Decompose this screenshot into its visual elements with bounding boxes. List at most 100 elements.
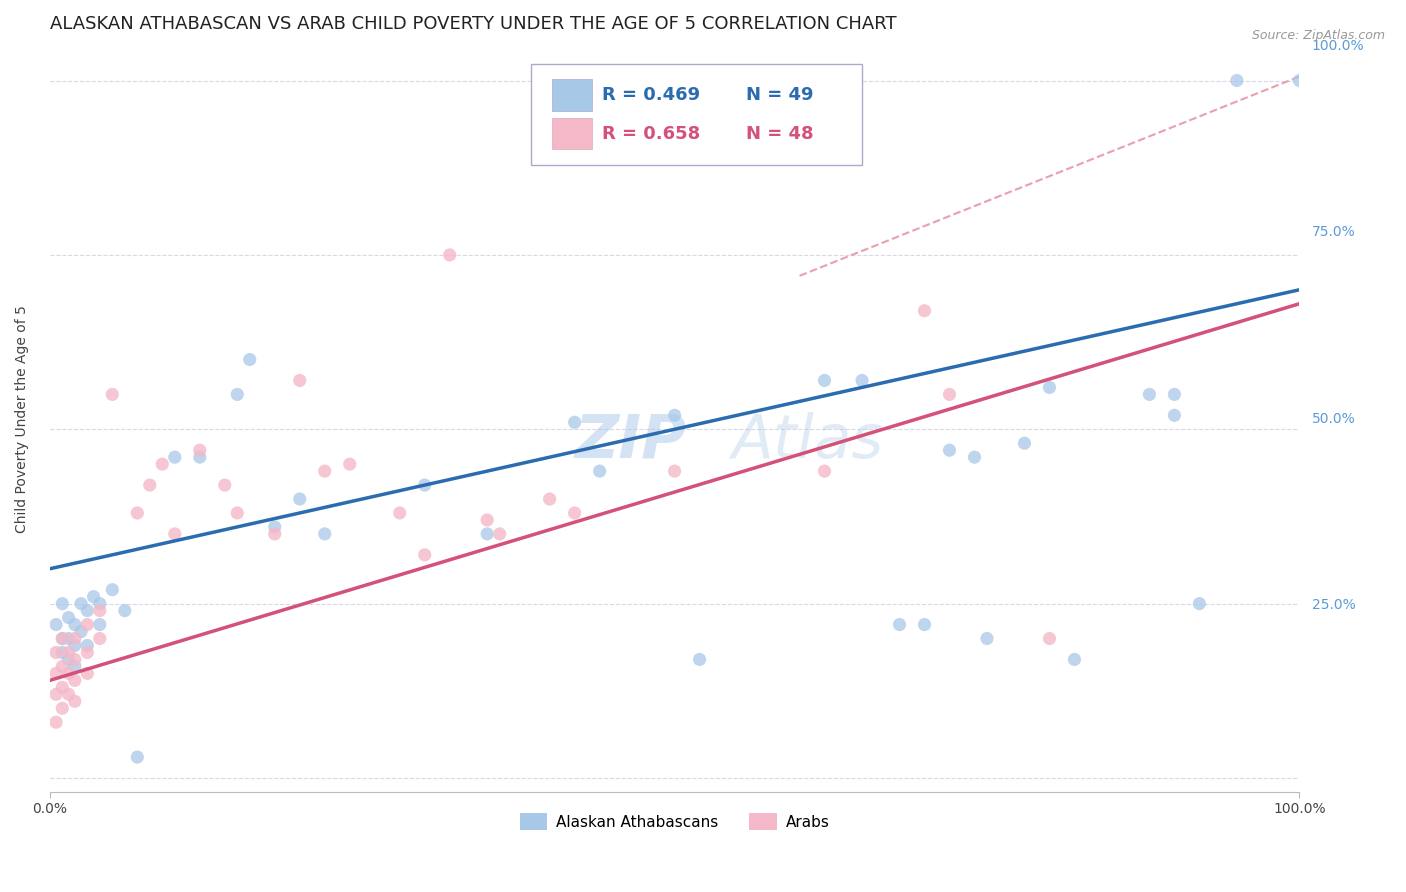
Y-axis label: Child Poverty Under the Age of 5: Child Poverty Under the Age of 5 bbox=[15, 305, 30, 533]
Point bbox=[76, 639, 98, 653]
Text: ALASKAN ATHABASCAN VS ARAB CHILD POVERTY UNDER THE AGE OF 5 CORRELATION CHART: ALASKAN ATHABASCAN VS ARAB CHILD POVERTY… bbox=[49, 15, 897, 33]
Text: 50.0%: 50.0% bbox=[1312, 412, 1355, 425]
Point bbox=[63, 673, 86, 688]
Point bbox=[83, 590, 105, 604]
Point bbox=[58, 687, 80, 701]
Point bbox=[89, 597, 111, 611]
Point bbox=[664, 409, 686, 423]
Point bbox=[475, 513, 498, 527]
Point bbox=[239, 352, 262, 367]
Text: ZIP: ZIP bbox=[575, 412, 686, 471]
Point bbox=[214, 478, 236, 492]
Point bbox=[1139, 387, 1161, 401]
Point bbox=[1163, 387, 1185, 401]
Text: Atlas: Atlas bbox=[731, 412, 883, 471]
Point bbox=[938, 387, 960, 401]
Point bbox=[488, 527, 510, 541]
Point bbox=[163, 527, 186, 541]
Point bbox=[1188, 597, 1211, 611]
Text: N = 49: N = 49 bbox=[745, 86, 813, 104]
Point bbox=[889, 617, 911, 632]
Point bbox=[813, 374, 835, 388]
Point bbox=[127, 506, 149, 520]
Point bbox=[45, 666, 67, 681]
Point bbox=[70, 597, 93, 611]
Point bbox=[51, 645, 73, 659]
Point bbox=[51, 632, 73, 646]
Point bbox=[1014, 436, 1036, 450]
Point bbox=[1226, 73, 1249, 87]
Point bbox=[76, 666, 98, 681]
Point bbox=[976, 632, 998, 646]
Point bbox=[58, 632, 80, 646]
Point bbox=[58, 666, 80, 681]
Text: 100.0%: 100.0% bbox=[1312, 38, 1364, 53]
Point bbox=[963, 450, 986, 465]
Point bbox=[538, 491, 561, 506]
Legend: Alaskan Athabascans, Arabs: Alaskan Athabascans, Arabs bbox=[513, 806, 835, 837]
FancyBboxPatch shape bbox=[553, 118, 592, 149]
Point bbox=[45, 687, 67, 701]
Point bbox=[127, 750, 149, 764]
Point bbox=[51, 681, 73, 695]
Point bbox=[1038, 632, 1060, 646]
Point bbox=[63, 632, 86, 646]
Point bbox=[188, 450, 211, 465]
Point bbox=[70, 624, 93, 639]
Point bbox=[588, 464, 610, 478]
Text: 75.0%: 75.0% bbox=[1312, 226, 1355, 239]
Point bbox=[475, 527, 498, 541]
Point bbox=[851, 374, 873, 388]
Point bbox=[914, 617, 936, 632]
Point bbox=[1163, 409, 1185, 423]
Point bbox=[45, 645, 67, 659]
Point bbox=[45, 617, 67, 632]
Point bbox=[76, 604, 98, 618]
Point bbox=[664, 464, 686, 478]
Point bbox=[1063, 652, 1085, 666]
Point bbox=[263, 527, 285, 541]
Point bbox=[263, 520, 285, 534]
Point bbox=[226, 387, 249, 401]
Point bbox=[564, 415, 586, 429]
Point bbox=[188, 443, 211, 458]
Text: R = 0.469: R = 0.469 bbox=[602, 86, 700, 104]
Point bbox=[63, 617, 86, 632]
Point bbox=[1288, 73, 1310, 87]
Point bbox=[89, 617, 111, 632]
Point bbox=[288, 374, 311, 388]
Point bbox=[63, 694, 86, 708]
Point bbox=[51, 701, 73, 715]
Point bbox=[314, 464, 336, 478]
Text: R = 0.658: R = 0.658 bbox=[602, 125, 700, 143]
Point bbox=[76, 645, 98, 659]
Point bbox=[58, 610, 80, 624]
Point bbox=[938, 443, 960, 458]
Text: N = 48: N = 48 bbox=[745, 125, 814, 143]
Point bbox=[63, 652, 86, 666]
Point bbox=[339, 457, 361, 471]
Point bbox=[813, 464, 835, 478]
Point bbox=[288, 491, 311, 506]
Point bbox=[63, 659, 86, 673]
Point bbox=[101, 387, 124, 401]
FancyBboxPatch shape bbox=[553, 79, 592, 111]
Point bbox=[101, 582, 124, 597]
Point bbox=[914, 303, 936, 318]
Point bbox=[163, 450, 186, 465]
Point bbox=[388, 506, 411, 520]
Point bbox=[45, 715, 67, 730]
Point bbox=[413, 478, 436, 492]
Point bbox=[564, 506, 586, 520]
Point bbox=[58, 645, 80, 659]
Point bbox=[314, 527, 336, 541]
Point bbox=[689, 652, 711, 666]
Point bbox=[150, 457, 173, 471]
Text: Source: ZipAtlas.com: Source: ZipAtlas.com bbox=[1251, 29, 1385, 42]
Point bbox=[226, 506, 249, 520]
Point bbox=[63, 639, 86, 653]
Point bbox=[51, 632, 73, 646]
Point bbox=[51, 659, 73, 673]
Point bbox=[51, 597, 73, 611]
Point bbox=[89, 604, 111, 618]
